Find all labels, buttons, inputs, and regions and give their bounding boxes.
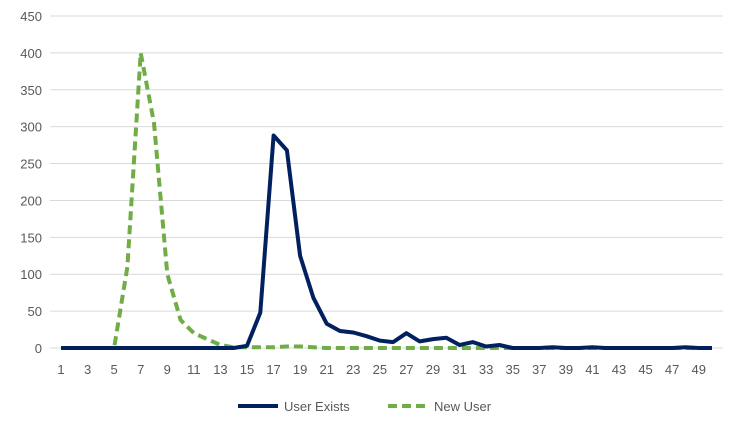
x-tick-label: 37 [532,362,546,377]
y-tick-label: 300 [20,120,42,135]
x-tick-label: 45 [638,362,652,377]
x-tick-label: 21 [319,362,333,377]
x-tick-label: 7 [137,362,144,377]
gridlines [50,15,723,349]
y-tick-label: 200 [20,193,42,208]
y-tick-label: 0 [35,341,42,356]
series-line-user-exists [61,133,712,350]
x-tick-label: 11 [187,362,201,377]
y-tick-label: 350 [20,83,42,98]
legend-label: New User [434,399,492,414]
x-tick-label: 13 [213,362,227,377]
y-tick-label: 150 [20,230,42,245]
y-tick-label: 400 [20,46,42,61]
x-tick-label: 43 [612,362,626,377]
x-tick-label: 1 [57,362,64,377]
x-tick-label: 35 [505,362,519,377]
y-axis-tick-labels: 0 50 100 150 200 250 300 350 400 450 [20,9,42,356]
legend-label: User Exists [284,399,350,414]
series-lines [61,50,712,350]
x-tick-label: 5 [111,362,118,377]
x-tick-label: 27 [399,362,413,377]
x-tick-label: 9 [164,362,171,377]
x-tick-label: 23 [346,362,360,377]
x-tick-label: 19 [293,362,307,377]
x-tick-label: 31 [452,362,466,377]
y-tick-label: 50 [28,304,42,319]
legend: User Exists New User [238,399,492,414]
x-tick-label: 33 [479,362,493,377]
x-tick-label: 25 [373,362,387,377]
x-tick-label: 3 [84,362,91,377]
x-tick-label: 39 [559,362,573,377]
y-tick-label: 250 [20,157,42,172]
x-axis-tick-labels: 1 3 5 7 9 11 13 15 17 19 21 23 25 27 29 31 33 35 37 39 41 43 4… [57,362,706,377]
y-tick-label: 450 [20,9,42,24]
x-tick-label: 47 [665,362,679,377]
x-tick-label: 49 [691,362,705,377]
x-tick-label: 17 [266,362,280,377]
y-tick-label: 100 [20,267,42,282]
x-tick-label: 29 [426,362,440,377]
x-tick-label: 41 [585,362,599,377]
x-tick-label: 15 [240,362,254,377]
